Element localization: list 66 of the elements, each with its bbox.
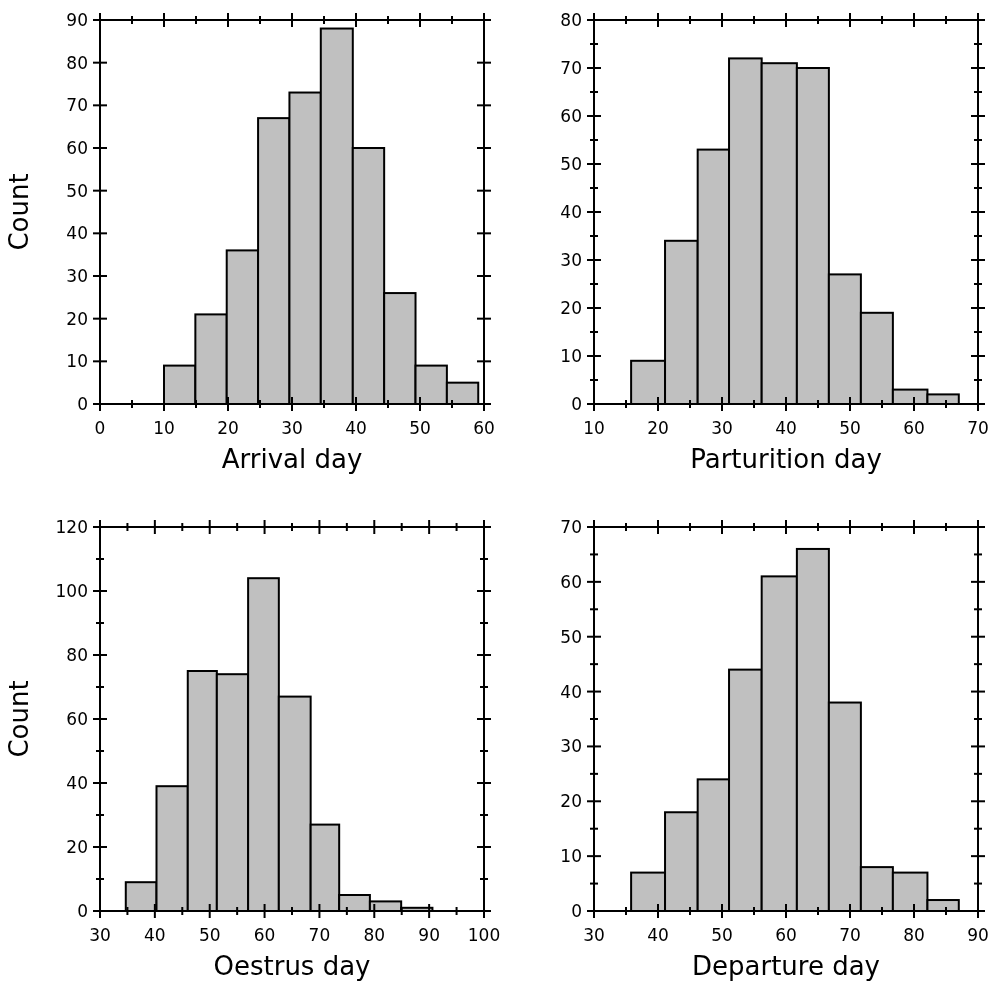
x-tick-label: 40 (345, 418, 367, 438)
y-tick-label: 0 (77, 393, 88, 414)
y-tick-label: 0 (77, 900, 88, 921)
y-axis-title: Count (4, 173, 34, 251)
y-axis-title: Count (4, 680, 34, 758)
x-tick-label: 80 (363, 925, 386, 945)
x-tick-label: 30 (711, 418, 733, 438)
y-tick-label: 40 (560, 681, 582, 702)
x-tick-label: 40 (144, 925, 166, 945)
x-tick-label: 90 (967, 925, 989, 945)
y-tick-label: 80 (66, 52, 88, 73)
x-axis-title: Arrival day (221, 444, 363, 474)
x-tick-label: 60 (775, 925, 797, 945)
x-tick-label: 70 (967, 418, 989, 438)
x-tick-label: 70 (839, 925, 861, 945)
y-tick-label: 60 (66, 137, 88, 158)
y-tick-label: 20 (66, 836, 88, 857)
y-tick-label: 50 (560, 153, 582, 174)
y-tick-label: 90 (66, 9, 88, 30)
y-tick-label: 80 (66, 644, 88, 665)
x-tick-label: 20 (217, 418, 239, 438)
y-tick-label: 0 (571, 393, 582, 414)
x-tick-label: 0 (94, 418, 106, 438)
y-tick-label: 70 (560, 516, 582, 537)
x-tick-label: 80 (903, 925, 925, 945)
x-tick-label: 30 (281, 418, 303, 438)
x-tick-label: 60 (903, 418, 925, 438)
y-tick-label: 30 (560, 736, 582, 757)
y-tick-label: 100 (55, 580, 88, 601)
x-tick-label: 90 (418, 925, 440, 945)
y-tick-label: 50 (560, 626, 582, 647)
x-tick-label: 50 (839, 418, 861, 438)
y-tick-label: 60 (66, 708, 88, 729)
x-tick-label: 100 (467, 925, 501, 945)
x-tick-label: 50 (198, 925, 221, 945)
y-tick-label: 0 (571, 900, 582, 921)
x-tick-label: 60 (473, 418, 495, 438)
x-tick-label: 70 (308, 925, 331, 945)
y-tick-label: 10 (66, 351, 88, 372)
y-tick-label: 40 (66, 223, 88, 244)
x-axis-title: Departure day (691, 951, 881, 981)
y-tick-label: 10 (560, 345, 582, 366)
x-tick-label: 10 (153, 418, 175, 438)
y-tick-label: 20 (66, 308, 88, 329)
y-tick-label: 40 (560, 201, 582, 222)
y-tick-label: 40 (66, 772, 88, 793)
x-tick-label: 40 (647, 925, 669, 945)
y-tick-label: 50 (66, 180, 88, 201)
x-axis-title: Parturition day (690, 444, 882, 474)
y-tick-label: 30 (560, 249, 582, 270)
x-tick-label: 40 (775, 418, 797, 438)
y-tick-label: 20 (560, 791, 582, 812)
y-tick-label: 60 (560, 105, 582, 126)
y-tick-label: 120 (55, 516, 88, 537)
x-tick-label: 50 (409, 418, 431, 438)
y-tick-label: 70 (66, 95, 88, 116)
y-tick-label: 30 (66, 265, 88, 286)
y-tick-label: 80 (560, 9, 582, 30)
x-tick-label: 20 (647, 418, 669, 438)
y-tick-label: 70 (560, 57, 582, 78)
x-tick-label: 50 (711, 925, 733, 945)
y-tick-label: 20 (560, 297, 582, 318)
x-axis-title: Oestrus day (213, 951, 371, 981)
y-tick-label: 60 (560, 571, 582, 592)
x-tick-label: 60 (253, 925, 276, 945)
y-tick-label: 10 (560, 846, 582, 867)
